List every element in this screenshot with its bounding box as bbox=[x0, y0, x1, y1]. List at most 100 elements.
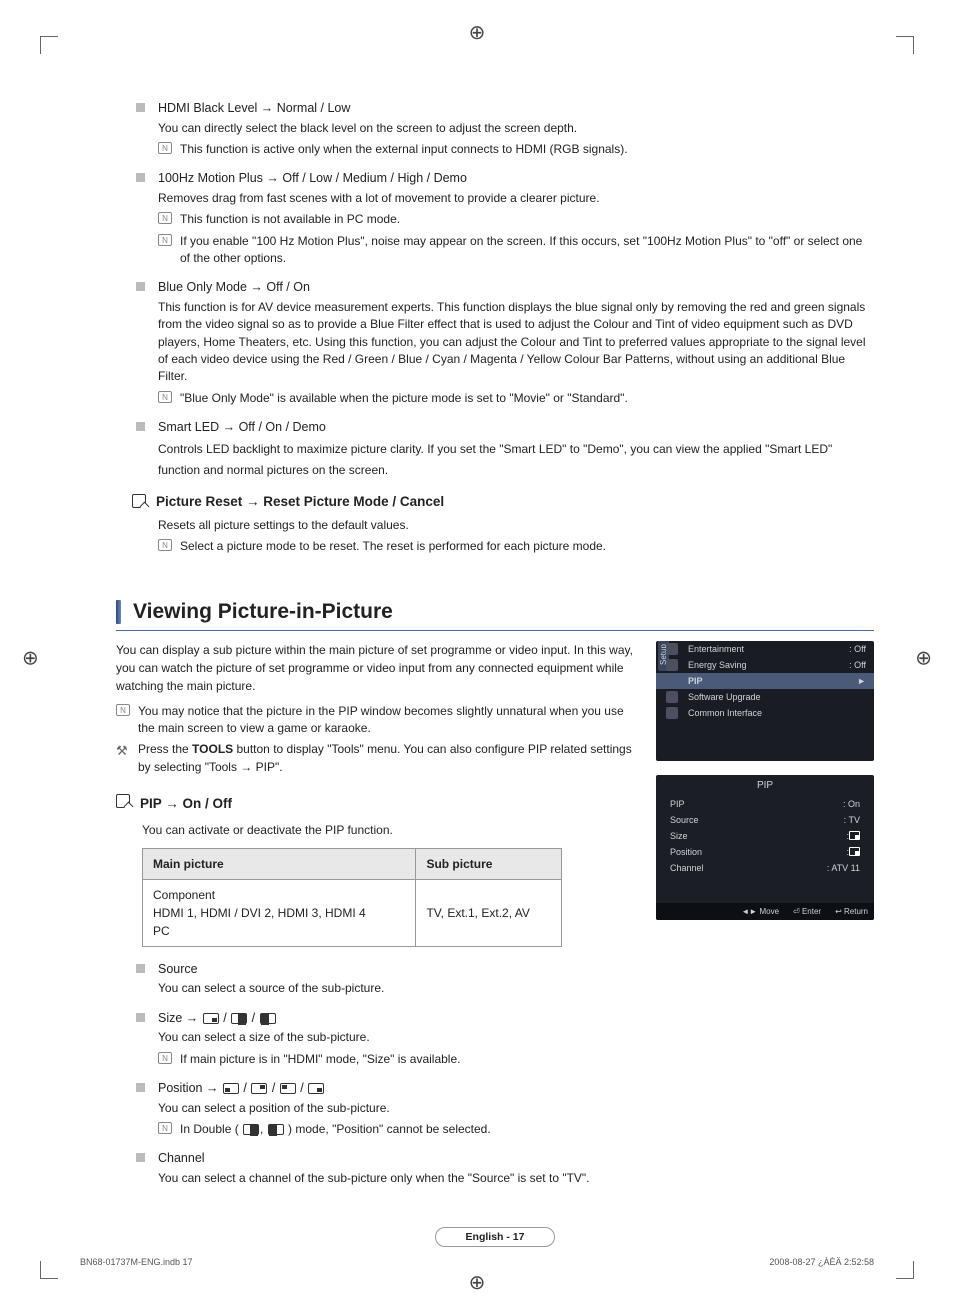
note-icon: N bbox=[158, 391, 172, 403]
bullet-icon bbox=[136, 282, 145, 291]
size-double2-icon bbox=[260, 1013, 276, 1024]
print-footer: BN68-01737M-ENG.indb 17 2008-08-27 ¿ÀÈÄ … bbox=[80, 1257, 874, 1267]
section-title: PIP → On / Off bbox=[140, 794, 636, 814]
table-header: Main picture bbox=[143, 848, 416, 879]
accent-bar-icon bbox=[116, 600, 121, 624]
note: ⚒ Press the TOOLS button to display "Too… bbox=[116, 741, 636, 776]
setting-body: This function is for AV device measureme… bbox=[158, 299, 874, 386]
note: N In Double ( , ) mode, "Position" canno… bbox=[158, 1121, 874, 1138]
pip-onoff: PIP → On / Off bbox=[116, 794, 636, 814]
bullet-icon bbox=[136, 964, 145, 973]
note: N This function is active only when the … bbox=[158, 141, 874, 158]
setting-body: You can select a position of the sub-pic… bbox=[158, 1100, 874, 1117]
setting-motion-plus: 100Hz Motion Plus → Off / Low / Medium /… bbox=[116, 170, 874, 267]
pip-size: Size → / / You can select a size of the … bbox=[116, 1010, 874, 1068]
size-icon bbox=[849, 831, 860, 840]
section-intro: You can display a sub picture within the… bbox=[116, 641, 636, 695]
setting-title: Source bbox=[158, 961, 874, 979]
setting-body: Removes drag from fast scenes with a lot… bbox=[158, 190, 874, 207]
size-double1-icon bbox=[231, 1013, 247, 1024]
note-text: This function is active only when the ex… bbox=[180, 142, 628, 156]
note-icon: N bbox=[158, 539, 172, 551]
note-icon: N bbox=[158, 1052, 172, 1064]
tools-icon: ⚒ bbox=[116, 742, 130, 754]
note: N You may notice that the picture in the… bbox=[116, 703, 636, 738]
note-text: If you enable "100 Hz Motion Plus", nois… bbox=[180, 234, 862, 265]
setting-title: Position → / / / bbox=[158, 1080, 874, 1098]
note-icon: N bbox=[158, 212, 172, 224]
note-text: In Double ( , ) mode, "Position" cannot … bbox=[180, 1122, 491, 1136]
page-number: English - 17 bbox=[435, 1227, 555, 1247]
bullet-icon bbox=[136, 422, 145, 431]
osd-footer: ◄► Move ⏎ Enter ↩ Return bbox=[656, 903, 874, 920]
interface-icon bbox=[666, 707, 678, 719]
bullet-icon bbox=[136, 173, 145, 182]
osd-row: PIP: On bbox=[656, 796, 874, 812]
gear-icon bbox=[666, 659, 678, 671]
osd-row: Common Interface bbox=[656, 705, 874, 721]
osd-row: Energy Saving: Off bbox=[656, 657, 874, 673]
section-icon bbox=[132, 494, 146, 508]
picture-reset: Picture Reset → Reset Picture Mode / Can… bbox=[116, 494, 874, 509]
osd-row-selected[interactable]: PIP► bbox=[656, 673, 874, 689]
menu-icon bbox=[666, 643, 678, 655]
osd-setup-menu: Setup Entertainment: Off Energy Saving: … bbox=[656, 641, 874, 761]
osd-pip-menu: PIP PIP: On Source: TV Size: Position: C… bbox=[656, 775, 874, 920]
section-heading: Viewing Picture-in-Picture bbox=[133, 600, 393, 624]
setting-body: You can select a source of the sub-pictu… bbox=[158, 980, 874, 997]
upgrade-icon bbox=[666, 691, 678, 703]
bullet-icon bbox=[136, 1013, 145, 1022]
setting-title: Smart LED → Off / On / Demo bbox=[158, 419, 874, 437]
setting-body: You can directly select the black level … bbox=[158, 120, 874, 137]
osd-row: Position: bbox=[656, 844, 874, 860]
section-body: Resets all picture settings to the defau… bbox=[158, 517, 874, 534]
note-icon: N bbox=[158, 234, 172, 246]
setting-blue-only: Blue Only Mode → Off / On This function … bbox=[116, 279, 874, 407]
section-header-pip: Viewing Picture-in-Picture bbox=[116, 596, 874, 631]
bullet-icon bbox=[136, 1083, 145, 1092]
note-icon: N bbox=[158, 142, 172, 154]
setting-smart-led: Smart LED → Off / On / Demo Controls LED… bbox=[116, 419, 874, 482]
setting-hdmi-black-level: HDMI Black Level → Normal / Low You can … bbox=[116, 100, 874, 158]
setting-title: Channel bbox=[158, 1150, 874, 1168]
bullet-icon bbox=[136, 103, 145, 112]
setting-title: Blue Only Mode → Off / On bbox=[158, 279, 874, 297]
osd-row: Software Upgrade bbox=[656, 689, 874, 705]
table-cell: Component HDMI 1, HDMI / DVI 2, HDMI 3, … bbox=[143, 879, 416, 946]
table-header: Sub picture bbox=[416, 848, 562, 879]
section-body: You can activate or deactivate the PIP f… bbox=[142, 822, 636, 839]
setting-body: You can select a channel of the sub-pict… bbox=[158, 1170, 874, 1187]
osd-hint-enter: ⏎ Enter bbox=[793, 907, 821, 916]
pip-source-table: Main pictureSub picture Component HDMI 1… bbox=[142, 848, 562, 947]
position-tl-icon bbox=[280, 1083, 296, 1094]
note-text: You may notice that the picture in the P… bbox=[138, 704, 624, 735]
size-double2-icon bbox=[268, 1124, 284, 1135]
osd-hint-return: ↩ Return bbox=[835, 907, 868, 916]
position-br-icon bbox=[308, 1083, 324, 1094]
section-icon bbox=[116, 794, 130, 808]
osd-row: Entertainment: Off bbox=[656, 641, 874, 657]
note-text: Select a picture mode to be reset. The r… bbox=[180, 539, 606, 553]
setting-title: Size → / / bbox=[158, 1010, 874, 1028]
osd-row: Channel: ATV 11 bbox=[656, 860, 874, 903]
bullet-icon bbox=[136, 1153, 145, 1162]
size-options-icons: / / bbox=[202, 1011, 277, 1025]
note: N Select a picture mode to be reset. The… bbox=[158, 538, 874, 555]
size-double1-icon bbox=[243, 1124, 259, 1135]
note-text: If main picture is in "HDMI" mode, "Size… bbox=[180, 1052, 460, 1066]
osd-hint-move: ◄► Move bbox=[741, 907, 779, 916]
pip-position: Position → / / / You can select a positi… bbox=[116, 1080, 874, 1138]
pip-source: Source You can select a source of the su… bbox=[116, 961, 874, 998]
setting-body: You can select a size of the sub-picture… bbox=[158, 1029, 874, 1046]
note-text: Press the TOOLS button to display "Tools… bbox=[138, 742, 632, 773]
osd-row: Source: TV bbox=[656, 812, 874, 828]
setting-title: HDMI Black Level → Normal / Low bbox=[158, 100, 874, 118]
position-tr-icon bbox=[251, 1083, 267, 1094]
position-icon bbox=[849, 847, 860, 856]
pip-channel: Channel You can select a channel of the … bbox=[116, 1150, 874, 1187]
footer-file: BN68-01737M-ENG.indb 17 bbox=[80, 1257, 193, 1267]
note: N "Blue Only Mode" is available when the… bbox=[158, 390, 874, 407]
note: N This function is not available in PC m… bbox=[158, 211, 874, 228]
setting-body: Controls LED backlight to maximize pictu… bbox=[158, 439, 874, 482]
footer-timestamp: 2008-08-27 ¿ÀÈÄ 2:52:58 bbox=[769, 1257, 874, 1267]
